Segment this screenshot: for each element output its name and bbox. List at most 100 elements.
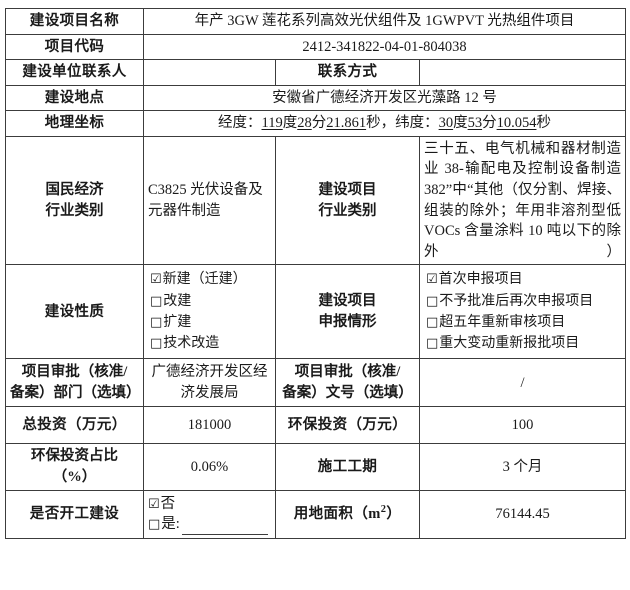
checkbox-icon[interactable]: □ bbox=[426, 314, 439, 330]
longitude-degrees: 119 bbox=[261, 115, 283, 132]
value-project-industry: 三十五、电气机械和器材制造业 38-输配电及控制设备制造 382”中“其他（仅分… bbox=[419, 135, 626, 266]
table-row-site: 建设地点 安徽省广德经济开发区光藻路 12 号 bbox=[5, 84, 626, 112]
label-construction-period: 施工工期 bbox=[275, 443, 420, 491]
label-approval-dept-line1: 项目审批（核准/ bbox=[21, 364, 128, 381]
second-unit-lat: 秒 bbox=[536, 115, 551, 132]
label-project-industry-line1: 建设项目 bbox=[318, 182, 377, 199]
checkbox-label: 首次申报项目 bbox=[438, 272, 523, 288]
coordinate-separator: ， bbox=[380, 115, 396, 132]
label-contact-method: 联系方式 bbox=[275, 59, 420, 86]
checkbox-item-review-after-five-years[interactable]: □超五年重新审核项目 bbox=[426, 312, 621, 333]
checkbox-label: 扩建 bbox=[163, 314, 192, 330]
value-contact-person[interactable] bbox=[143, 59, 276, 86]
checkbox-icon[interactable]: □ bbox=[150, 293, 163, 309]
label-env-investment: 环保投资（万元） bbox=[275, 406, 420, 445]
checkbox-item-rebuild[interactable]: □改建 bbox=[150, 291, 271, 312]
checkbox-icon[interactable]: □ bbox=[148, 517, 161, 533]
value-total-investment: 181000 bbox=[143, 406, 276, 445]
label-approval-dept-line2: 备案）部门（选填） bbox=[10, 384, 141, 401]
label-land-area-main: 用地面积（m bbox=[293, 506, 381, 523]
label-national-industry-line2: 行业类别 bbox=[45, 202, 104, 219]
construction-nature-options: ☑新建（迁建） □改建 □扩建 □技术改造 bbox=[143, 264, 276, 360]
label-land-area-superscript: 2 bbox=[380, 504, 387, 516]
declaration-type-options: ☑首次申报项目 □不予批准后再次申报项目 □超五年重新审核项目 □重大变动重新报… bbox=[419, 264, 626, 360]
table-row-ratio-and-period: 环保投资占比 （%） 0.06% 施工工期 3 个月 bbox=[5, 443, 626, 491]
value-env-investment-ratio: 0.06% bbox=[143, 443, 276, 491]
checkbox-icon[interactable]: ☑ bbox=[150, 272, 162, 288]
table-row-started-and-area: 是否开工建设 ☑否 □是: 用地面积（m2） 76144.45 bbox=[5, 489, 626, 539]
longitude-seconds: 21.861 bbox=[326, 115, 367, 132]
checkbox-group-construction-nature: ☑新建（迁建） □改建 □扩建 □技术改造 bbox=[148, 267, 271, 356]
checkbox-item-first-declaration[interactable]: ☑首次申报项目 bbox=[426, 269, 621, 290]
longitude-minutes: 28 bbox=[297, 115, 312, 132]
checkbox-icon[interactable]: □ bbox=[426, 293, 439, 309]
longitude-prefix: 经度： bbox=[218, 115, 262, 132]
latitude-prefix: 纬度： bbox=[395, 115, 439, 132]
checkbox-label: 改建 bbox=[163, 293, 192, 309]
checkbox-icon[interactable]: □ bbox=[426, 336, 439, 352]
checkbox-label: 是: bbox=[161, 516, 180, 533]
value-env-investment: 100 bbox=[419, 406, 626, 445]
label-env-investment-ratio: 环保投资占比 （%） bbox=[5, 443, 144, 491]
label-total-investment: 总投资（万元） bbox=[5, 406, 144, 445]
checkbox-item-major-change-reapproval[interactable]: □重大变动重新报批项目 bbox=[426, 333, 621, 354]
value-national-industry: C3825 光伏设备及元器件制造 bbox=[143, 135, 276, 266]
table-row-industry-category: 国民经济 行业类别 C3825 光伏设备及元器件制造 建设项目 行业类别 三十五… bbox=[5, 135, 626, 266]
latitude-degrees: 30 bbox=[438, 115, 454, 132]
table-row-investment: 总投资（万元） 181000 环保投资（万元） 100 bbox=[5, 406, 626, 445]
construction-project-basic-info-table: 建设项目名称 年产 3GW 莲花系列高效光伏组件及 1GWPVT 光热组件项目 … bbox=[5, 8, 626, 539]
label-project-name: 建设项目名称 bbox=[5, 8, 144, 35]
checkbox-label: 不予批准后再次申报项目 bbox=[439, 293, 594, 309]
label-approval-dept: 项目审批（核准/ 备案）部门（选填） bbox=[5, 358, 144, 408]
label-started-construction: 是否开工建设 bbox=[5, 489, 144, 539]
table-row-project-name: 建设项目名称 年产 3GW 莲花系列高效光伏组件及 1GWPVT 光热组件项目 bbox=[5, 8, 626, 35]
checkbox-item-started[interactable]: □是: bbox=[148, 514, 271, 535]
checkbox-icon[interactable]: □ bbox=[150, 314, 163, 330]
label-national-industry: 国民经济 行业类别 bbox=[5, 135, 144, 266]
checkbox-item-redeclare-after-rejection[interactable]: □不予批准后再次申报项目 bbox=[426, 291, 621, 312]
label-project-industry-line2: 行业类别 bbox=[318, 202, 377, 219]
degree-unit-lon: 度 bbox=[282, 115, 298, 132]
checkbox-item-not-started[interactable]: ☑否 bbox=[148, 494, 271, 515]
label-declaration-type-line1: 建设项目 bbox=[318, 293, 377, 310]
label-approval-doc-line2: 备案）文号（选填） bbox=[282, 384, 413, 401]
label-declaration-type-line2: 申报情形 bbox=[318, 313, 377, 330]
label-land-area: 用地面积（m2） bbox=[275, 489, 420, 539]
value-contact-method[interactable] bbox=[419, 59, 626, 86]
label-land-area-tail: ） bbox=[386, 506, 402, 523]
checkbox-icon[interactable]: □ bbox=[150, 336, 163, 352]
label-construction-nature: 建设性质 bbox=[5, 264, 144, 360]
started-construction-fill-field[interactable] bbox=[181, 520, 268, 535]
checkbox-icon[interactable]: ☑ bbox=[426, 272, 438, 288]
second-unit-lon: 秒 bbox=[366, 115, 381, 132]
checkbox-group-declaration-type: ☑首次申报项目 □不予批准后再次申报项目 □超五年重新审核项目 □重大变动重新报… bbox=[424, 267, 621, 356]
table-row-nature-and-declaration: 建设性质 ☑新建（迁建） □改建 □扩建 □技术改造 建设项目 申报情形 ☑首次… bbox=[5, 264, 626, 360]
table-row-approval: 项目审批（核准/ 备案）部门（选填） 广德经济开发区经济发展局 项目审批（核准/… bbox=[5, 358, 626, 408]
value-coordinates: 经度：119度28分21.861秒，纬度：30度53分10.054秒 bbox=[143, 110, 626, 137]
label-approval-doc: 项目审批（核准/ 备案）文号（选填） bbox=[275, 358, 420, 408]
value-project-name: 年产 3GW 莲花系列高效光伏组件及 1GWPVT 光热组件项目 bbox=[143, 8, 626, 35]
value-site: 安徽省广德经济开发区光藻路 12 号 bbox=[143, 84, 626, 112]
degree-unit-lat: 度 bbox=[453, 115, 468, 132]
checkbox-label: 新建（迁建） bbox=[162, 272, 247, 288]
checkbox-label: 否 bbox=[160, 495, 176, 512]
minute-unit-lat: 分 bbox=[482, 115, 497, 132]
label-env-investment-ratio-line2: （%） bbox=[52, 469, 97, 485]
label-coordinates: 地理坐标 bbox=[5, 110, 144, 137]
table-row-project-code: 项目代码 2412-341822-04-01-804038 bbox=[5, 33, 626, 61]
value-land-area: 76144.45 bbox=[419, 489, 626, 539]
checkbox-item-tech-upgrade[interactable]: □技术改造 bbox=[150, 333, 271, 354]
label-project-industry: 建设项目 行业类别 bbox=[275, 135, 420, 266]
label-site: 建设地点 bbox=[5, 84, 144, 112]
value-approval-doc: / bbox=[419, 358, 626, 408]
minute-unit-lon: 分 bbox=[311, 115, 327, 132]
checkbox-icon[interactable]: ☑ bbox=[148, 496, 160, 512]
label-contact-person: 建设单位联系人 bbox=[5, 59, 144, 86]
value-construction-period: 3 个月 bbox=[419, 443, 626, 491]
checkbox-label: 技术改造 bbox=[163, 336, 220, 352]
checkbox-item-new-build[interactable]: ☑新建（迁建） bbox=[150, 269, 271, 290]
latitude-minutes: 53 bbox=[467, 115, 483, 132]
checkbox-item-expand[interactable]: □扩建 bbox=[150, 312, 271, 333]
started-construction-options: ☑否 □是: bbox=[143, 489, 276, 539]
label-national-industry-line1: 国民经济 bbox=[45, 182, 104, 199]
